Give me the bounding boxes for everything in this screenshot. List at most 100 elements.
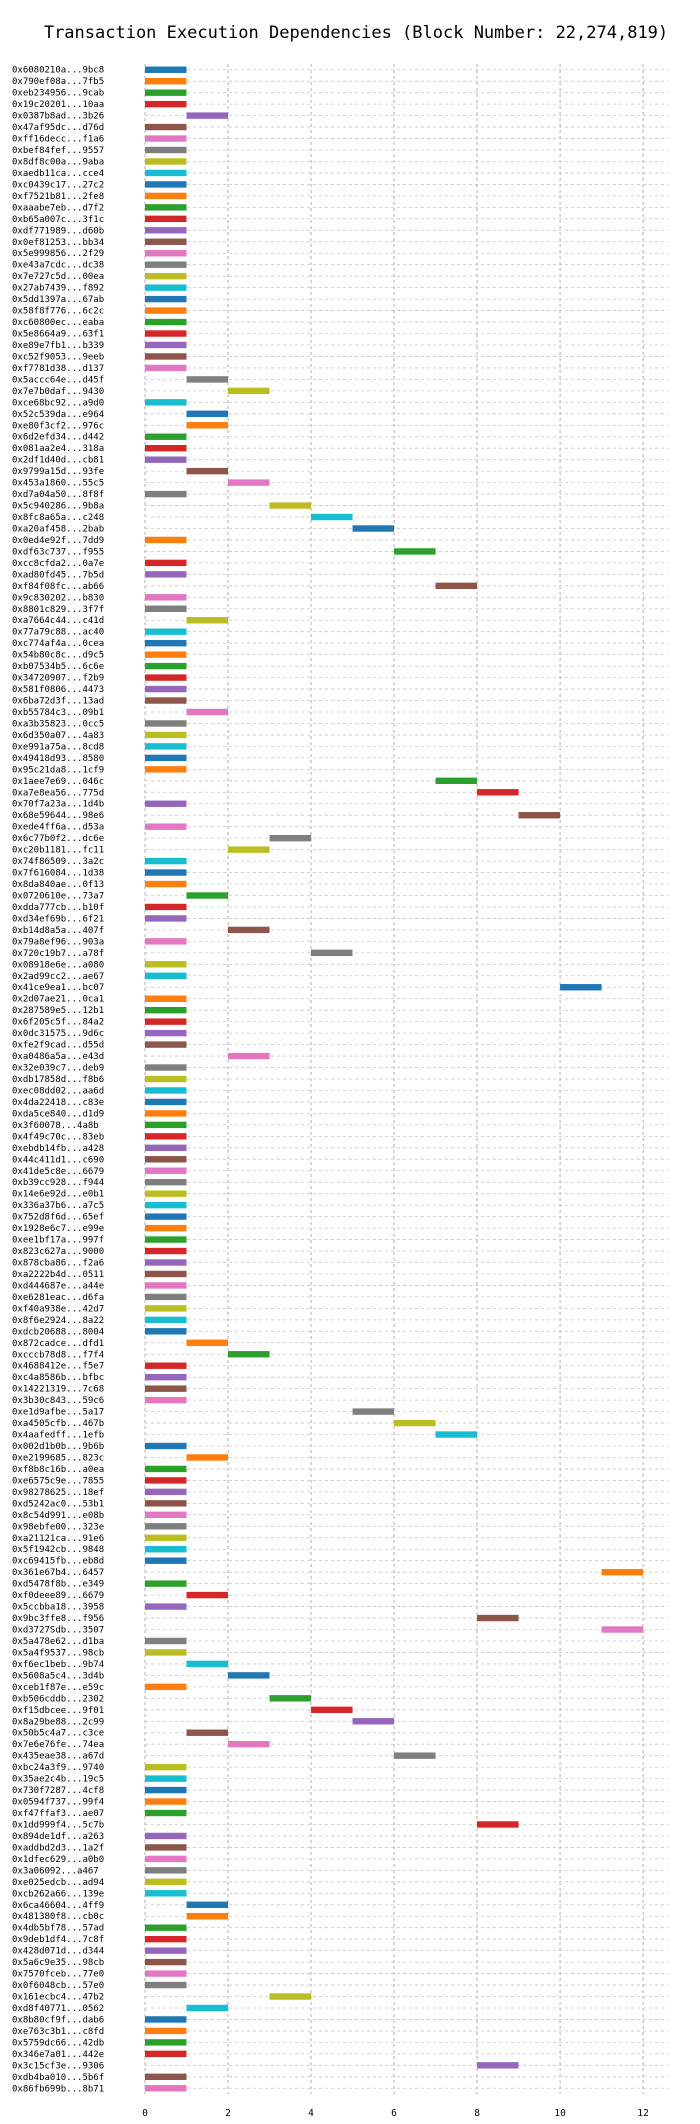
tx-bar — [145, 100, 187, 108]
tx-label: 0x3b30c843...59c6 — [12, 1396, 104, 1406]
tx-bar — [145, 1179, 187, 1186]
tx-label: 0x27ab7439...f892 — [12, 284, 104, 294]
tx-label: 0x0ed4e92f...7dd9 — [12, 536, 104, 546]
tx-label: 0xa20af458...2bab — [12, 524, 104, 534]
tx-bar — [145, 1465, 187, 1473]
tx-bar — [228, 926, 270, 934]
tx-label: 0xbef84fef...9557 — [12, 146, 104, 156]
tx-label: 0xf7781d38...d137 — [12, 364, 104, 374]
tx-bar — [145, 800, 187, 807]
tx-bar — [145, 1373, 187, 1381]
tx-bar — [145, 1477, 187, 1484]
tx-label: 0x74f86509...3a2c — [12, 857, 104, 867]
tx-bar — [145, 662, 187, 670]
tx-label: 0x346e7a01...442e — [12, 2050, 104, 2060]
tx-bar — [145, 364, 187, 372]
tx-bar — [228, 1351, 270, 1358]
tx-label: 0x336a37b6...a7c5 — [12, 1201, 104, 1211]
tx-label: 0x5accc64e...d45f — [12, 375, 104, 385]
tx-bar — [186, 1913, 229, 1920]
tx-bar — [145, 272, 187, 280]
tx-label: 0x41de5c8e...6679 — [12, 1167, 104, 1177]
tx-label: 0x0720610e...73a7 — [12, 891, 104, 901]
tx-bar — [145, 823, 187, 830]
tx-label: 0x3f60078...4a8b — [12, 1121, 99, 1131]
tx-bar — [145, 89, 187, 96]
tx-label: 0x8fc8a65a...c248 — [12, 513, 104, 523]
tx-bar — [145, 1580, 187, 1587]
tx-label: 0xd3727Sdb...3507 — [12, 1626, 104, 1636]
tx-bar — [145, 1362, 187, 1369]
tx-bar — [145, 1557, 187, 1564]
tx-label: 0x2d07ae21...0ca1 — [12, 995, 104, 1005]
tx-label: 0x77a79c88...ac40 — [12, 628, 104, 638]
tx-bar — [145, 204, 187, 211]
tx-label: 0xc0439c17...27c2 — [12, 180, 104, 190]
tx-label: 0x6c77b0f2...dc6e — [12, 834, 104, 844]
tx-bar — [394, 1419, 436, 1427]
tx-bar — [145, 146, 187, 154]
tx-label: 0x6f205c5f...84a2 — [12, 1018, 104, 1028]
tx-bar — [145, 1270, 187, 1278]
tx-bar — [145, 685, 187, 693]
tx-bar — [145, 1282, 187, 1289]
tx-label: 0x161ecbc4...47b2 — [12, 1993, 104, 2003]
tx-label: 0x41ce9ea1...bc07 — [12, 983, 104, 993]
tx-label: 0xd5478f8b...e349 — [12, 1580, 104, 1590]
tx-label: 0x894de1df...a263 — [12, 1832, 104, 1842]
tx-bar — [145, 1224, 187, 1232]
tx-bar — [435, 582, 478, 590]
tx-bar — [145, 123, 187, 131]
tx-label: 0xd34ef69b...6f21 — [12, 914, 104, 924]
tx-bar — [477, 789, 519, 796]
tx-label: 0x68e59644...98e6 — [12, 811, 104, 821]
tx-label: 0xcccb78d8...f7f4 — [12, 1350, 104, 1360]
tx-bar — [145, 938, 187, 945]
tx-label: 0xec08dd02...aa6d — [12, 1086, 104, 1096]
tx-bar — [145, 869, 187, 876]
tx-bar — [145, 1098, 187, 1106]
tx-bar — [145, 1832, 187, 1840]
tx-label: 0x6ca46604...4ff9 — [12, 1901, 104, 1911]
tx-label: 0x95c21da8...1cf9 — [12, 765, 104, 775]
tx-label: 0xdf63c737...f955 — [12, 547, 104, 557]
tx-bar — [145, 1018, 187, 1025]
tx-label: 0xb55784c3...09b1 — [12, 708, 104, 718]
tx-label: 0xf84f08fc...ab66 — [12, 582, 104, 592]
tx-bar — [145, 135, 187, 142]
tx-bar — [145, 1121, 187, 1129]
x-tick-labels: 0 2 4 6 8 10 12 — [142, 2108, 649, 2119]
tx-bar — [145, 766, 187, 773]
tx-bar — [145, 995, 187, 1002]
tx-label: 0x5e8664a9...63f1 — [12, 330, 104, 340]
tx-label: 0x50b5c4a7...c3ce — [12, 1729, 104, 1739]
tx-label: 0xb07534b5...6c6e — [12, 662, 104, 672]
tx-bar — [145, 215, 187, 223]
tx-bar — [145, 754, 187, 762]
tx-label: 0x8df8c00a...9aba — [12, 157, 104, 167]
tx-label: 0xaedb11ca...cce4 — [12, 169, 104, 179]
tx-label: 0xf47ffaf3...ae07 — [12, 1809, 104, 1819]
tx-bar — [352, 525, 395, 532]
tx-bar — [394, 1752, 436, 1759]
tx-bar — [435, 1431, 478, 1438]
tx-bar — [145, 857, 187, 865]
tx-label: 0xe89e7fb1...b339 — [12, 341, 104, 351]
tx-bar — [145, 1603, 187, 1610]
tx-bar — [145, 1293, 187, 1301]
tx-label: 0x0dc31575...9d6c — [12, 1029, 104, 1039]
tx-label: 0x2ad99cc2...ae67 — [12, 972, 104, 982]
tx-bar — [145, 1637, 187, 1645]
tx-bar — [145, 295, 187, 303]
tx-label: 0xbc24a3f9...9740 — [12, 1763, 104, 1773]
tx-bar — [145, 2050, 187, 2058]
tx-label: 0x3a06092...a467 — [12, 1866, 99, 1876]
tx-bar — [145, 972, 187, 979]
tx-label: 0x3c15cf3e...9306 — [12, 2061, 104, 2071]
tx-label: 0x0594f737...99f4 — [12, 1798, 104, 1808]
tx-bar — [186, 422, 229, 429]
tx-bar — [145, 158, 187, 165]
tx-label: 0x8b80cf9f...dab6 — [12, 2015, 104, 2025]
tx-bar — [145, 1809, 187, 1817]
